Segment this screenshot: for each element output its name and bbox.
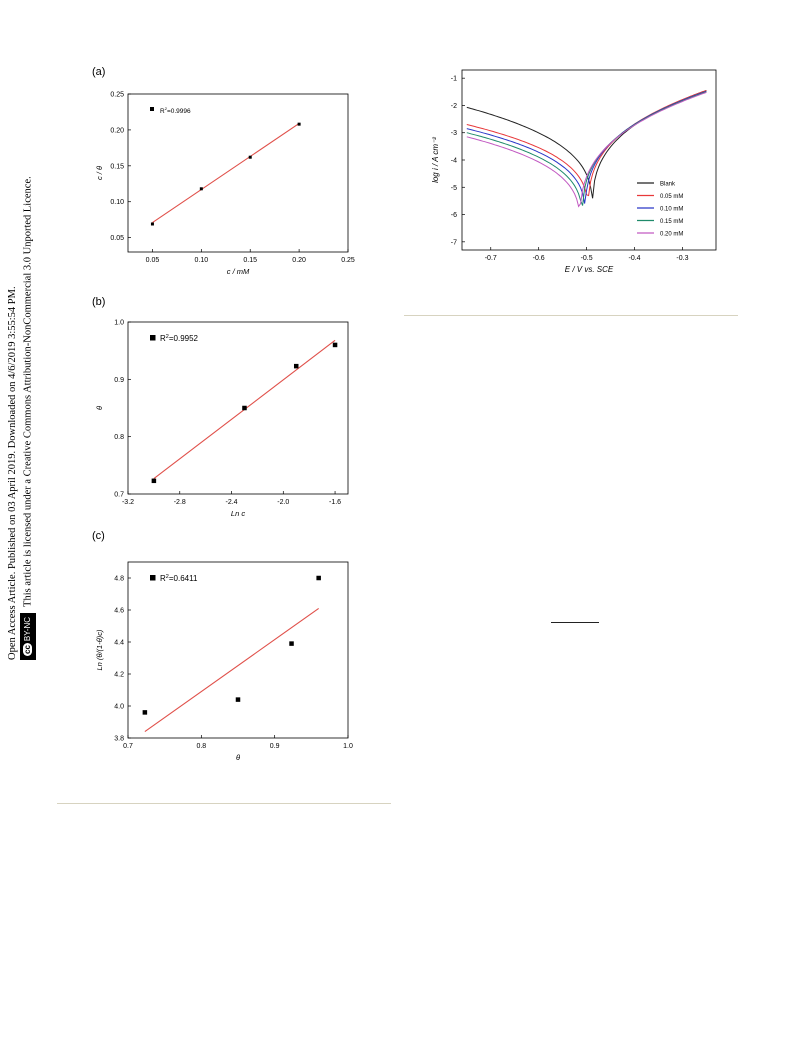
data-point xyxy=(235,697,241,702)
y-tick-label: 4.4 xyxy=(114,640,124,647)
license-line: This article is licensed under a Creativ… xyxy=(22,176,34,607)
x-tick-label: 0.8 xyxy=(196,743,206,750)
legend-label: R2=0.9996 xyxy=(160,106,191,115)
y-tick-label: -2 xyxy=(451,103,457,110)
plot-frame xyxy=(127,93,349,253)
y-axis-label: c / θ xyxy=(95,166,104,180)
legend-marker xyxy=(150,107,154,111)
x-tick-label: -0.7 xyxy=(485,255,497,262)
y-tick-label: -6 xyxy=(451,212,457,219)
y-tick-label: 4.8 xyxy=(114,576,124,583)
series-line xyxy=(466,90,707,197)
y-tick-label: 4.0 xyxy=(114,704,124,711)
plot-frame xyxy=(127,321,349,495)
data-point xyxy=(248,155,252,159)
y-tick-label: 4.2 xyxy=(114,672,124,679)
x-tick-label: -0.6 xyxy=(533,255,545,262)
plot-frame xyxy=(127,561,349,739)
x-tick-label: 0.7 xyxy=(123,743,133,750)
y-axis-label: θ xyxy=(95,406,104,410)
x-tick-label: 0.15 xyxy=(243,257,257,264)
data-point xyxy=(151,478,157,484)
data-point xyxy=(293,363,299,369)
legend-label: 0.15 mM xyxy=(660,219,683,225)
x-tick-label: 0.25 xyxy=(341,257,355,264)
y-tick-label: 3.8 xyxy=(114,736,124,743)
legend-label: R2=0.6411 xyxy=(160,574,198,583)
x-axis-label: c / mM xyxy=(227,267,250,276)
x-tick-label: 0.20 xyxy=(292,257,306,264)
y-tick-label: -1 xyxy=(451,76,457,83)
fit-line xyxy=(152,122,300,224)
legend-marker xyxy=(150,335,156,341)
y-tick-label: -5 xyxy=(451,185,457,192)
y-tick-label: -7 xyxy=(451,239,457,246)
legend-label: 0.10 mM xyxy=(660,207,683,213)
adsorption-plot-b: -3.2 -2.8 -2.4 -2.0 -1.6 0.7 0.8 0.9 1.0 R2=0.995… xyxy=(95,320,349,518)
legend-marker xyxy=(150,575,156,581)
panel-label-c: (c) xyxy=(92,530,105,542)
license-sidebar: Open Access Article. Published on 03 Apr… xyxy=(6,176,38,660)
data-point xyxy=(297,122,301,126)
x-tick-label: -2.8 xyxy=(174,499,186,506)
adsorption-plot-a: 0.05 0.10 0.15 0.20 0.25 0.05 0.10 0.15 0.20 0.25… xyxy=(95,92,355,277)
y-tick-label: 0.7 xyxy=(114,492,124,499)
data-point xyxy=(142,710,148,715)
adsorption-plot-c: 0.7 0.8 0.9 1.0 3.8 4.0 4.2 4.4 4.6 4.8 R2=0.6411 θ… xyxy=(95,561,353,762)
x-tick-label: -1.6 xyxy=(329,499,341,506)
y-tick-label: 1.0 xyxy=(114,320,124,327)
x-tick-label: -2.4 xyxy=(225,499,237,506)
legend-label: Blank xyxy=(660,182,676,188)
fit-line xyxy=(144,607,319,733)
x-tick-label: -3.2 xyxy=(122,499,134,506)
data-point xyxy=(242,405,247,411)
x-tick-label: 0.9 xyxy=(270,743,280,750)
y-tick-label: 0.25 xyxy=(110,92,124,99)
y-tick-label: 0.9 xyxy=(114,377,124,384)
x-tick-label: -2.0 xyxy=(277,499,289,506)
y-axis-label: log i / A cm⁻² xyxy=(431,137,440,183)
y-axis-label: Ln (θ/(1-θ)c) xyxy=(95,629,104,671)
left-figure-divider xyxy=(57,803,391,804)
series-line xyxy=(466,91,707,208)
data-point xyxy=(332,342,338,348)
y-tick-label: 0.8 xyxy=(114,434,124,441)
legend-label: 0.05 mM xyxy=(660,194,683,200)
data-point xyxy=(150,222,154,226)
right-figure-divider xyxy=(404,315,738,316)
y-tick-label: -3 xyxy=(451,130,457,137)
x-axis-label: θ xyxy=(236,753,240,762)
y-tick-label: 0.15 xyxy=(110,163,124,170)
equation-fraction-bar xyxy=(551,622,599,623)
x-axis-label: Ln c xyxy=(231,509,245,518)
x-axis-label: E / V vs. SCE xyxy=(565,265,614,274)
polarization-plot: -0.7 -0.6 -0.5 -0.4 -0.3 -1 -2 -3 -4 -5 -6 -7 Blank 0… xyxy=(431,69,717,274)
x-tick-label: -0.5 xyxy=(581,255,593,262)
y-tick-label: -4 xyxy=(451,158,457,165)
x-tick-label: 0.10 xyxy=(195,257,209,264)
x-tick-label: -0.4 xyxy=(628,255,640,262)
panel-label-b: (b) xyxy=(92,296,106,308)
data-point xyxy=(316,575,321,581)
legend-label: R2=0.9952 xyxy=(160,334,199,343)
data-point xyxy=(199,187,203,191)
y-tick-label: 0.10 xyxy=(110,199,124,206)
publication-line: Open Access Article. Published on 03 Apr… xyxy=(7,286,18,660)
cc-license-badge[interactable]: ccBY-NC xyxy=(20,612,36,660)
x-tick-label: 0.05 xyxy=(146,257,160,264)
y-tick-label: 0.20 xyxy=(110,127,124,134)
x-tick-label: -0.3 xyxy=(676,255,688,262)
legend-label: 0.20 mM xyxy=(660,232,683,238)
x-tick-label: 1.0 xyxy=(343,743,353,750)
y-tick-label: 0.05 xyxy=(110,235,124,242)
panel-label-a: (a) xyxy=(92,66,106,78)
data-point xyxy=(289,641,294,646)
series-line xyxy=(466,91,707,206)
y-tick-label: 4.6 xyxy=(114,608,124,615)
